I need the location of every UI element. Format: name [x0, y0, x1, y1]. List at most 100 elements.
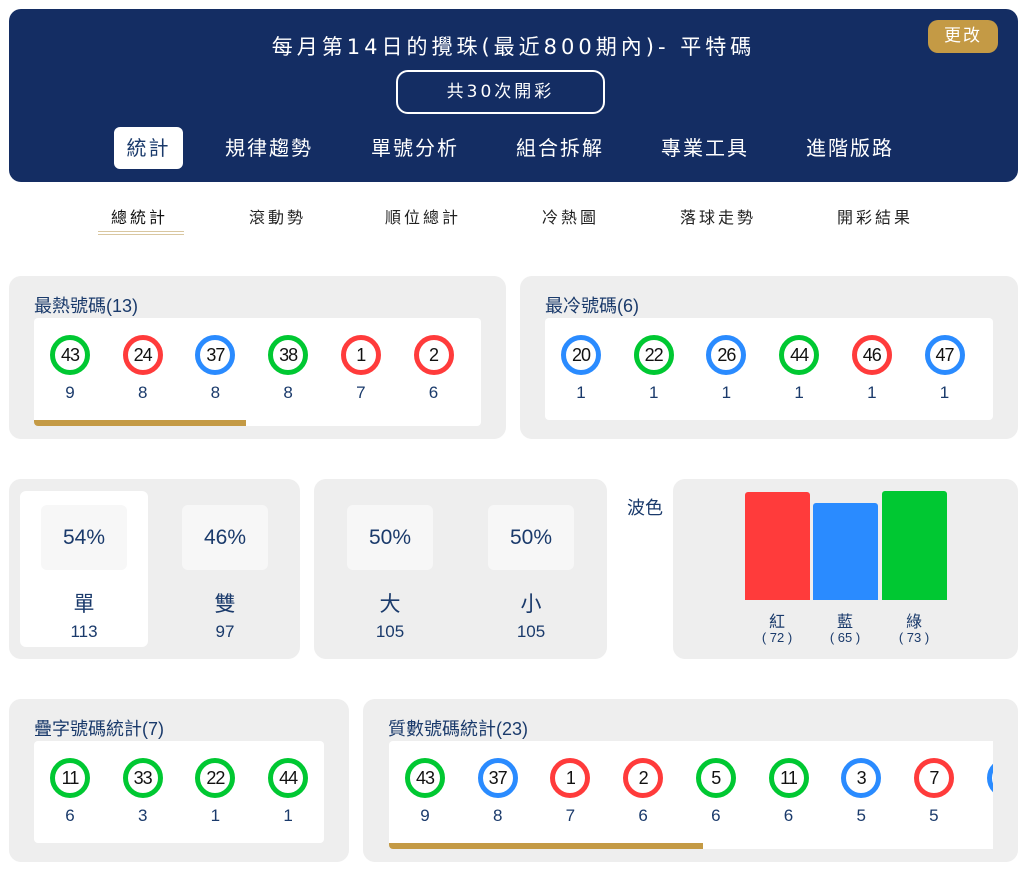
number-ball[interactable]: 22 [633, 335, 674, 375]
wave-bar-label: 綠 [905, 614, 922, 631]
ball-count: 7 [356, 383, 366, 402]
number-ball[interactable]: 43 [405, 758, 445, 798]
cold-numbers-card: 最冷號碼(6) 20 1 22 1 26 1 44 1 46 1 47 1 [520, 276, 1018, 439]
odd-even-card: 54% 單 113 46% 雙 97 [9, 479, 300, 659]
ball-count: 6 [783, 806, 794, 825]
ball-count: 8 [492, 806, 503, 825]
hot-numbers-list: 43 9 24 8 37 8 38 8 1 7 2 6 [34, 318, 481, 426]
double-numbers-title: 疊字號碼統計(7) [34, 719, 164, 739]
small-stat[interactable]: 50% 小 105 [488, 505, 574, 642]
cold-numbers-list: 20 1 22 1 26 1 44 1 46 1 47 1 [545, 318, 993, 420]
change-button[interactable]: 更改 [928, 20, 998, 53]
big-label: 大 [379, 593, 401, 616]
ball-count: 5 [929, 806, 939, 825]
even-value: 97 [215, 622, 235, 641]
number-ball[interactable]: 1 [340, 335, 381, 375]
number-ball[interactable] [986, 758, 993, 798]
ball-count: 8 [137, 383, 148, 402]
number-ball[interactable]: 20 [561, 335, 601, 375]
tab-single-analysis[interactable]: 單號分析 [371, 136, 459, 160]
ball-count: 1 [867, 383, 877, 402]
number-ball[interactable]: 24 [122, 335, 163, 375]
odd-stat[interactable]: 54% 單 113 [41, 505, 127, 642]
ball-count: 5 [856, 806, 866, 825]
double-numbers-list: 11 6 33 3 22 1 44 1 [34, 741, 324, 843]
small-value: 105 [516, 622, 546, 641]
big-value: 105 [375, 622, 405, 641]
odd-percent: 54% [41, 505, 127, 570]
number-ball[interactable]: 37 [195, 335, 236, 375]
ball-count: 1 [939, 383, 950, 402]
tab-pro-tools[interactable]: 專業工具 [661, 136, 749, 160]
tab-stats[interactable]: 統計 [114, 127, 183, 169]
number-ball[interactable]: 44 [779, 335, 820, 375]
ball-count: 6 [65, 806, 75, 825]
tab-combinations[interactable]: 組合拆解 [516, 136, 604, 160]
subtab-results[interactable]: 開彩結果 [837, 208, 914, 227]
subtab-position[interactable]: 順位總計 [385, 208, 462, 227]
header: 每月第14日的攪珠(最近800期內)- 平特碼 更改 共30次開彩 統計 規律趨… [9, 9, 1018, 182]
subtab-overall[interactable]: 總統計 [111, 208, 169, 227]
wave-bar-green [882, 491, 947, 600]
even-stat[interactable]: 46% 雙 97 [182, 505, 268, 642]
odd-label: 單 [73, 593, 95, 616]
number-ball[interactable]: 37 [477, 758, 518, 798]
prime-numbers-card: 質數號碼統計(23) 43 9 37 8 1 7 2 6 5 6 11 6 3 5 7 5 [363, 699, 1018, 862]
ball-count: 1 [576, 383, 586, 402]
number-ball[interactable]: 46 [851, 335, 892, 375]
number-ball[interactable]: 2 [623, 758, 664, 798]
ball-count: 1 [648, 383, 659, 402]
ball-count: 1 [283, 806, 293, 825]
big-percent: 50% [347, 505, 433, 570]
subtab-ball-trend[interactable]: 落球走勢 [680, 208, 757, 227]
ball-count: 7 [565, 806, 576, 825]
odd-value: 113 [70, 622, 98, 641]
wave-color-card: 紅( 72 ) 藍( 65 ) 綠( 73 ) [673, 479, 1018, 659]
prime-numbers-title: 質數號碼統計(23) [388, 719, 529, 739]
ball-count: 1 [210, 806, 221, 825]
number-ball[interactable]: 47 [924, 335, 965, 375]
number-ball[interactable]: 44 [268, 758, 309, 798]
hot-numbers-title: 最熱號碼(13) [34, 296, 139, 316]
even-percent: 46% [182, 505, 268, 570]
subtab-rolling[interactable]: 滾動勢 [249, 208, 307, 227]
big-small-card: 50% 大 105 50% 小 105 [314, 479, 607, 659]
wave-bar-value: ( 73 ) [898, 630, 930, 645]
subtab-heatmap[interactable]: 冷熱圖 [542, 208, 600, 227]
ball-count: 1 [721, 383, 732, 402]
wave-bar-value: ( 65 ) [829, 630, 861, 645]
big-stat[interactable]: 50% 大 105 [347, 505, 433, 642]
page-title: 每月第14日的攪珠(最近800期內)- 平特碼 [271, 35, 756, 59]
wave-title: 波色 [627, 498, 663, 518]
number-ball[interactable]: 7 [913, 758, 954, 798]
number-ball[interactable]: 26 [706, 335, 747, 375]
tab-advanced[interactable]: 進階版路 [806, 136, 894, 160]
ball-count: 3 [137, 806, 148, 825]
double-numbers-card: 疊字號碼統計(7) 11 6 33 3 22 1 44 1 [9, 699, 349, 862]
ball-count: 8 [210, 383, 221, 402]
draws-count-button[interactable]: 共30次開彩 [396, 70, 605, 114]
ball-count: 9 [65, 383, 75, 402]
number-ball[interactable]: 2 [413, 335, 454, 375]
active-subtab-underline [98, 231, 184, 235]
number-ball[interactable]: 11 [768, 758, 809, 798]
number-ball[interactable]: 5 [695, 758, 736, 798]
number-ball[interactable]: 43 [50, 335, 90, 375]
number-ball[interactable]: 33 [122, 758, 163, 798]
ball-count: 8 [283, 383, 293, 402]
even-label: 雙 [214, 593, 236, 616]
number-ball[interactable]: 1 [550, 758, 591, 798]
ball-count: 1 [794, 383, 804, 402]
wave-bar-label: 藍 [836, 614, 853, 631]
number-ball[interactable]: 11 [50, 758, 90, 798]
wave-bar-value: ( 72 ) [761, 630, 793, 645]
number-ball[interactable]: 3 [841, 758, 882, 798]
tab-trends[interactable]: 規律趨勢 [225, 136, 313, 160]
ball-count: 6 [428, 383, 439, 402]
ball-count: 9 [420, 806, 430, 825]
number-ball[interactable]: 22 [195, 758, 236, 798]
scrollbar-thumb[interactable] [389, 843, 703, 849]
number-ball[interactable]: 38 [268, 335, 309, 375]
wave-bar-blue [813, 502, 878, 600]
scrollbar-thumb[interactable] [34, 420, 246, 426]
